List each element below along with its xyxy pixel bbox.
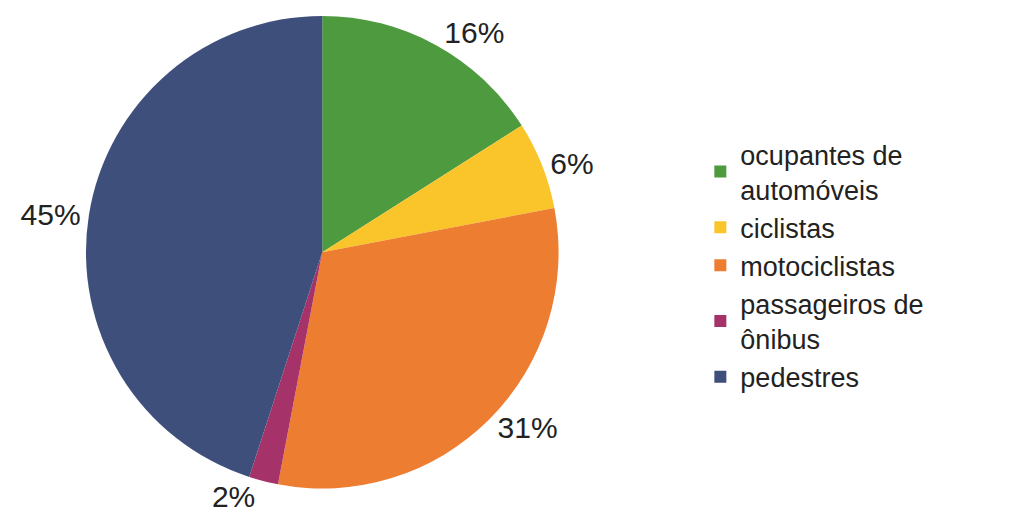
- svg-text:2%: 2%: [212, 480, 255, 513]
- svg-text:6%: 6%: [550, 147, 593, 180]
- svg-text:passageiros deônibus: passageiros deônibus: [740, 290, 923, 355]
- svg-text:31%: 31%: [498, 411, 558, 444]
- svg-text:motociclistas: motociclistas: [740, 252, 895, 282]
- svg-text:ciclistas: ciclistas: [740, 214, 835, 244]
- svg-text:ocupantes deautomóveis: ocupantes deautomóveis: [740, 141, 902, 206]
- svg-text:45%: 45%: [21, 198, 81, 231]
- svg-text:pedestres: pedestres: [740, 363, 859, 393]
- svg-text:16%: 16%: [444, 16, 504, 49]
